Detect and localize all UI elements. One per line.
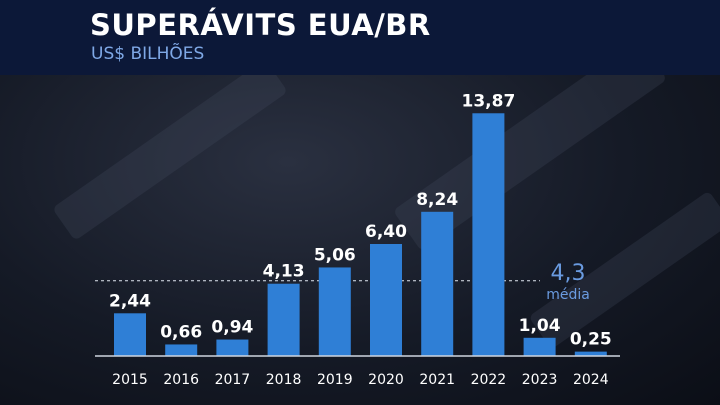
data-label-2020: 6,40 xyxy=(365,222,407,242)
data-label-2015: 2,44 xyxy=(109,291,151,311)
bar-2019 xyxy=(318,267,351,356)
bar-2020 xyxy=(370,244,402,356)
data-label-2023: 1,04 xyxy=(519,316,561,336)
bar-2021 xyxy=(421,211,454,356)
x-tick-2022: 2022 xyxy=(471,372,507,388)
x-tick-2016: 2016 xyxy=(163,372,199,388)
bar-2016 xyxy=(165,344,198,356)
x-tick-2021: 2021 xyxy=(419,372,455,388)
data-label-2016: 0,66 xyxy=(160,322,202,342)
bar-2022 xyxy=(472,113,505,357)
x-tick-2023: 2023 xyxy=(522,372,558,388)
bar-2017 xyxy=(216,339,249,356)
data-label-2017: 0,94 xyxy=(211,318,253,338)
chart-title: SUPERÁVITS EUA/BR xyxy=(90,8,431,42)
bar-2024 xyxy=(574,351,607,356)
data-label-2022: 13,87 xyxy=(462,91,516,111)
bar-2015 xyxy=(114,313,146,356)
data-label-2024: 0,25 xyxy=(570,330,612,350)
average-value: 4,3 xyxy=(551,261,586,286)
x-tick-2020: 2020 xyxy=(368,372,404,388)
bar-2023 xyxy=(523,337,556,356)
x-tick-2024: 2024 xyxy=(573,372,609,388)
data-label-2019: 5,06 xyxy=(314,245,356,265)
average-label: média xyxy=(546,287,590,303)
x-tick-2018: 2018 xyxy=(266,372,302,388)
chart-subtitle: US$ BILHÕES xyxy=(91,44,205,64)
header-band: SUPERÁVITS EUA/BR US$ BILHÕES xyxy=(0,0,720,75)
data-label-2018: 4,13 xyxy=(263,262,305,282)
data-label-2021: 8,24 xyxy=(416,190,458,210)
x-tick-2019: 2019 xyxy=(317,372,353,388)
x-tick-2015: 2015 xyxy=(112,372,148,388)
bar-2018 xyxy=(267,283,300,356)
x-tick-2017: 2017 xyxy=(215,372,251,388)
